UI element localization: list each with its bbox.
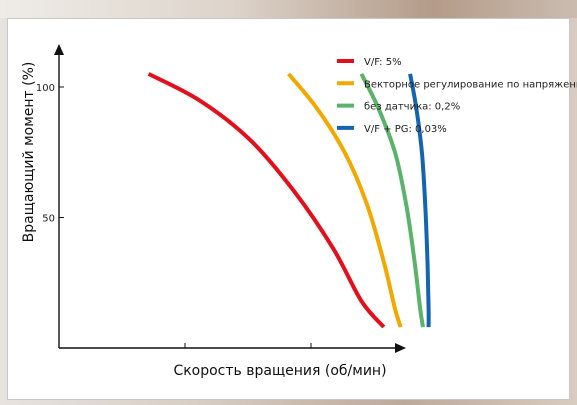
y-tick-label-50: 50 <box>42 214 55 225</box>
axes <box>54 44 406 353</box>
legend: V/F: 5% Векторное регулирование по напряж… <box>337 57 577 135</box>
y-axis-arrow <box>54 44 64 55</box>
series-line-4 <box>408 73 431 328</box>
x-ticks <box>184 343 312 348</box>
legend-label-3: без датчика: 0,2% <box>364 102 460 113</box>
series-layer <box>147 72 431 329</box>
legend-label-4: V/F + PG: 0,03% <box>364 124 447 135</box>
header-band <box>0 0 577 18</box>
chart-panel <box>7 18 570 400</box>
series-line-1 <box>147 72 386 329</box>
x-axis-title: Скорость вращения (об/мин) <box>173 363 386 379</box>
y-tick-label-100: 100 <box>36 83 55 94</box>
y-axis-title: Вращающий момент (%) <box>21 62 37 243</box>
y-ticks: 50 100 <box>36 83 64 225</box>
x-axis-arrow <box>395 343 406 353</box>
series-line-2 <box>287 72 403 328</box>
series-line-3 <box>359 73 425 328</box>
legend-label-2: Векторное регулирование по напряжению: 1… <box>364 79 577 90</box>
legend-label-1: V/F: 5% <box>364 57 402 68</box>
